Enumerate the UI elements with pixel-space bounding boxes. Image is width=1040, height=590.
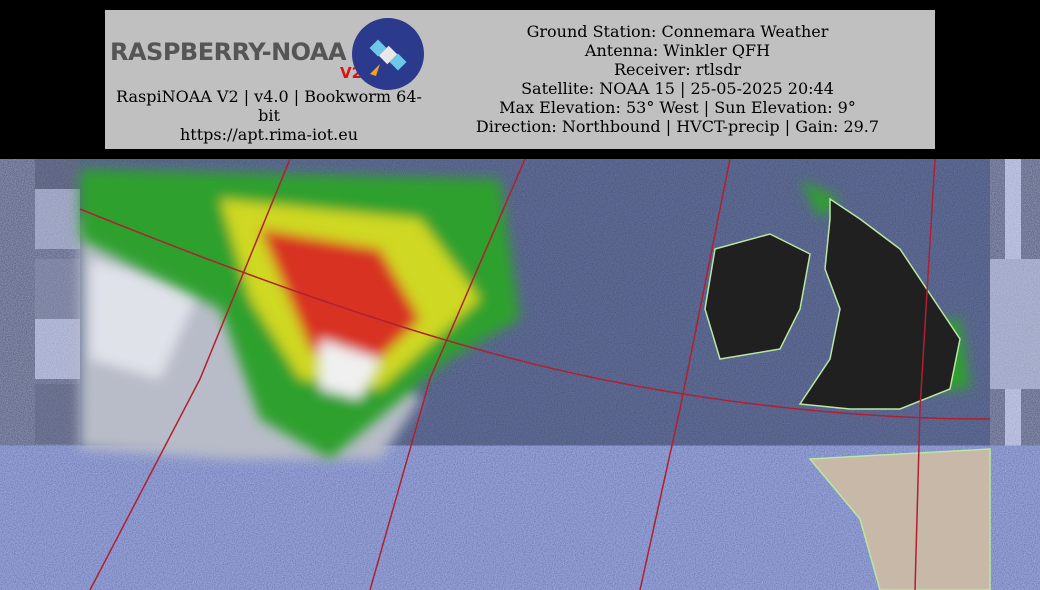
pass-info-line: Satellite: NOAA 15 | 25-05-2025 20:44 [521, 79, 834, 98]
pass-info-line: Ground Station: Connemara Weather [526, 22, 829, 41]
pass-info-line: Max Elevation: 53° West | Sun Elevation:… [499, 98, 856, 117]
pass-info: Ground Station: Connemara Weather Antenna… [450, 22, 905, 136]
grid-overlay [79, 159, 991, 590]
logo: RASPBERRY-NOAA V2 [110, 14, 430, 92]
pass-info-line: Antenna: Winkler QFH [584, 41, 771, 60]
pass-info-line: Direction: Northbound | HVCT-precip | Ga… [475, 117, 880, 136]
logo-name: RASPBERRY-NOAA [110, 38, 347, 66]
land [704, 197, 991, 590]
station-info: RaspiNOAA V2 | v4.0 | Bookworm 64-bit ht… [110, 87, 428, 144]
calibration-wedges [35, 159, 1040, 590]
header: RASPBERRY-NOAA V2 RaspiNOAA V2 | v4.0 | … [105, 10, 935, 149]
satellite-image [0, 159, 1040, 590]
pass-info-line: Receiver: rtlsdr [614, 60, 741, 79]
website: https://apt.rima-iot.eu [179, 125, 358, 144]
software-version: RaspiNOAA V2 | v4.0 | Bookworm 64-bit [116, 87, 422, 125]
logo-icon [352, 18, 424, 90]
